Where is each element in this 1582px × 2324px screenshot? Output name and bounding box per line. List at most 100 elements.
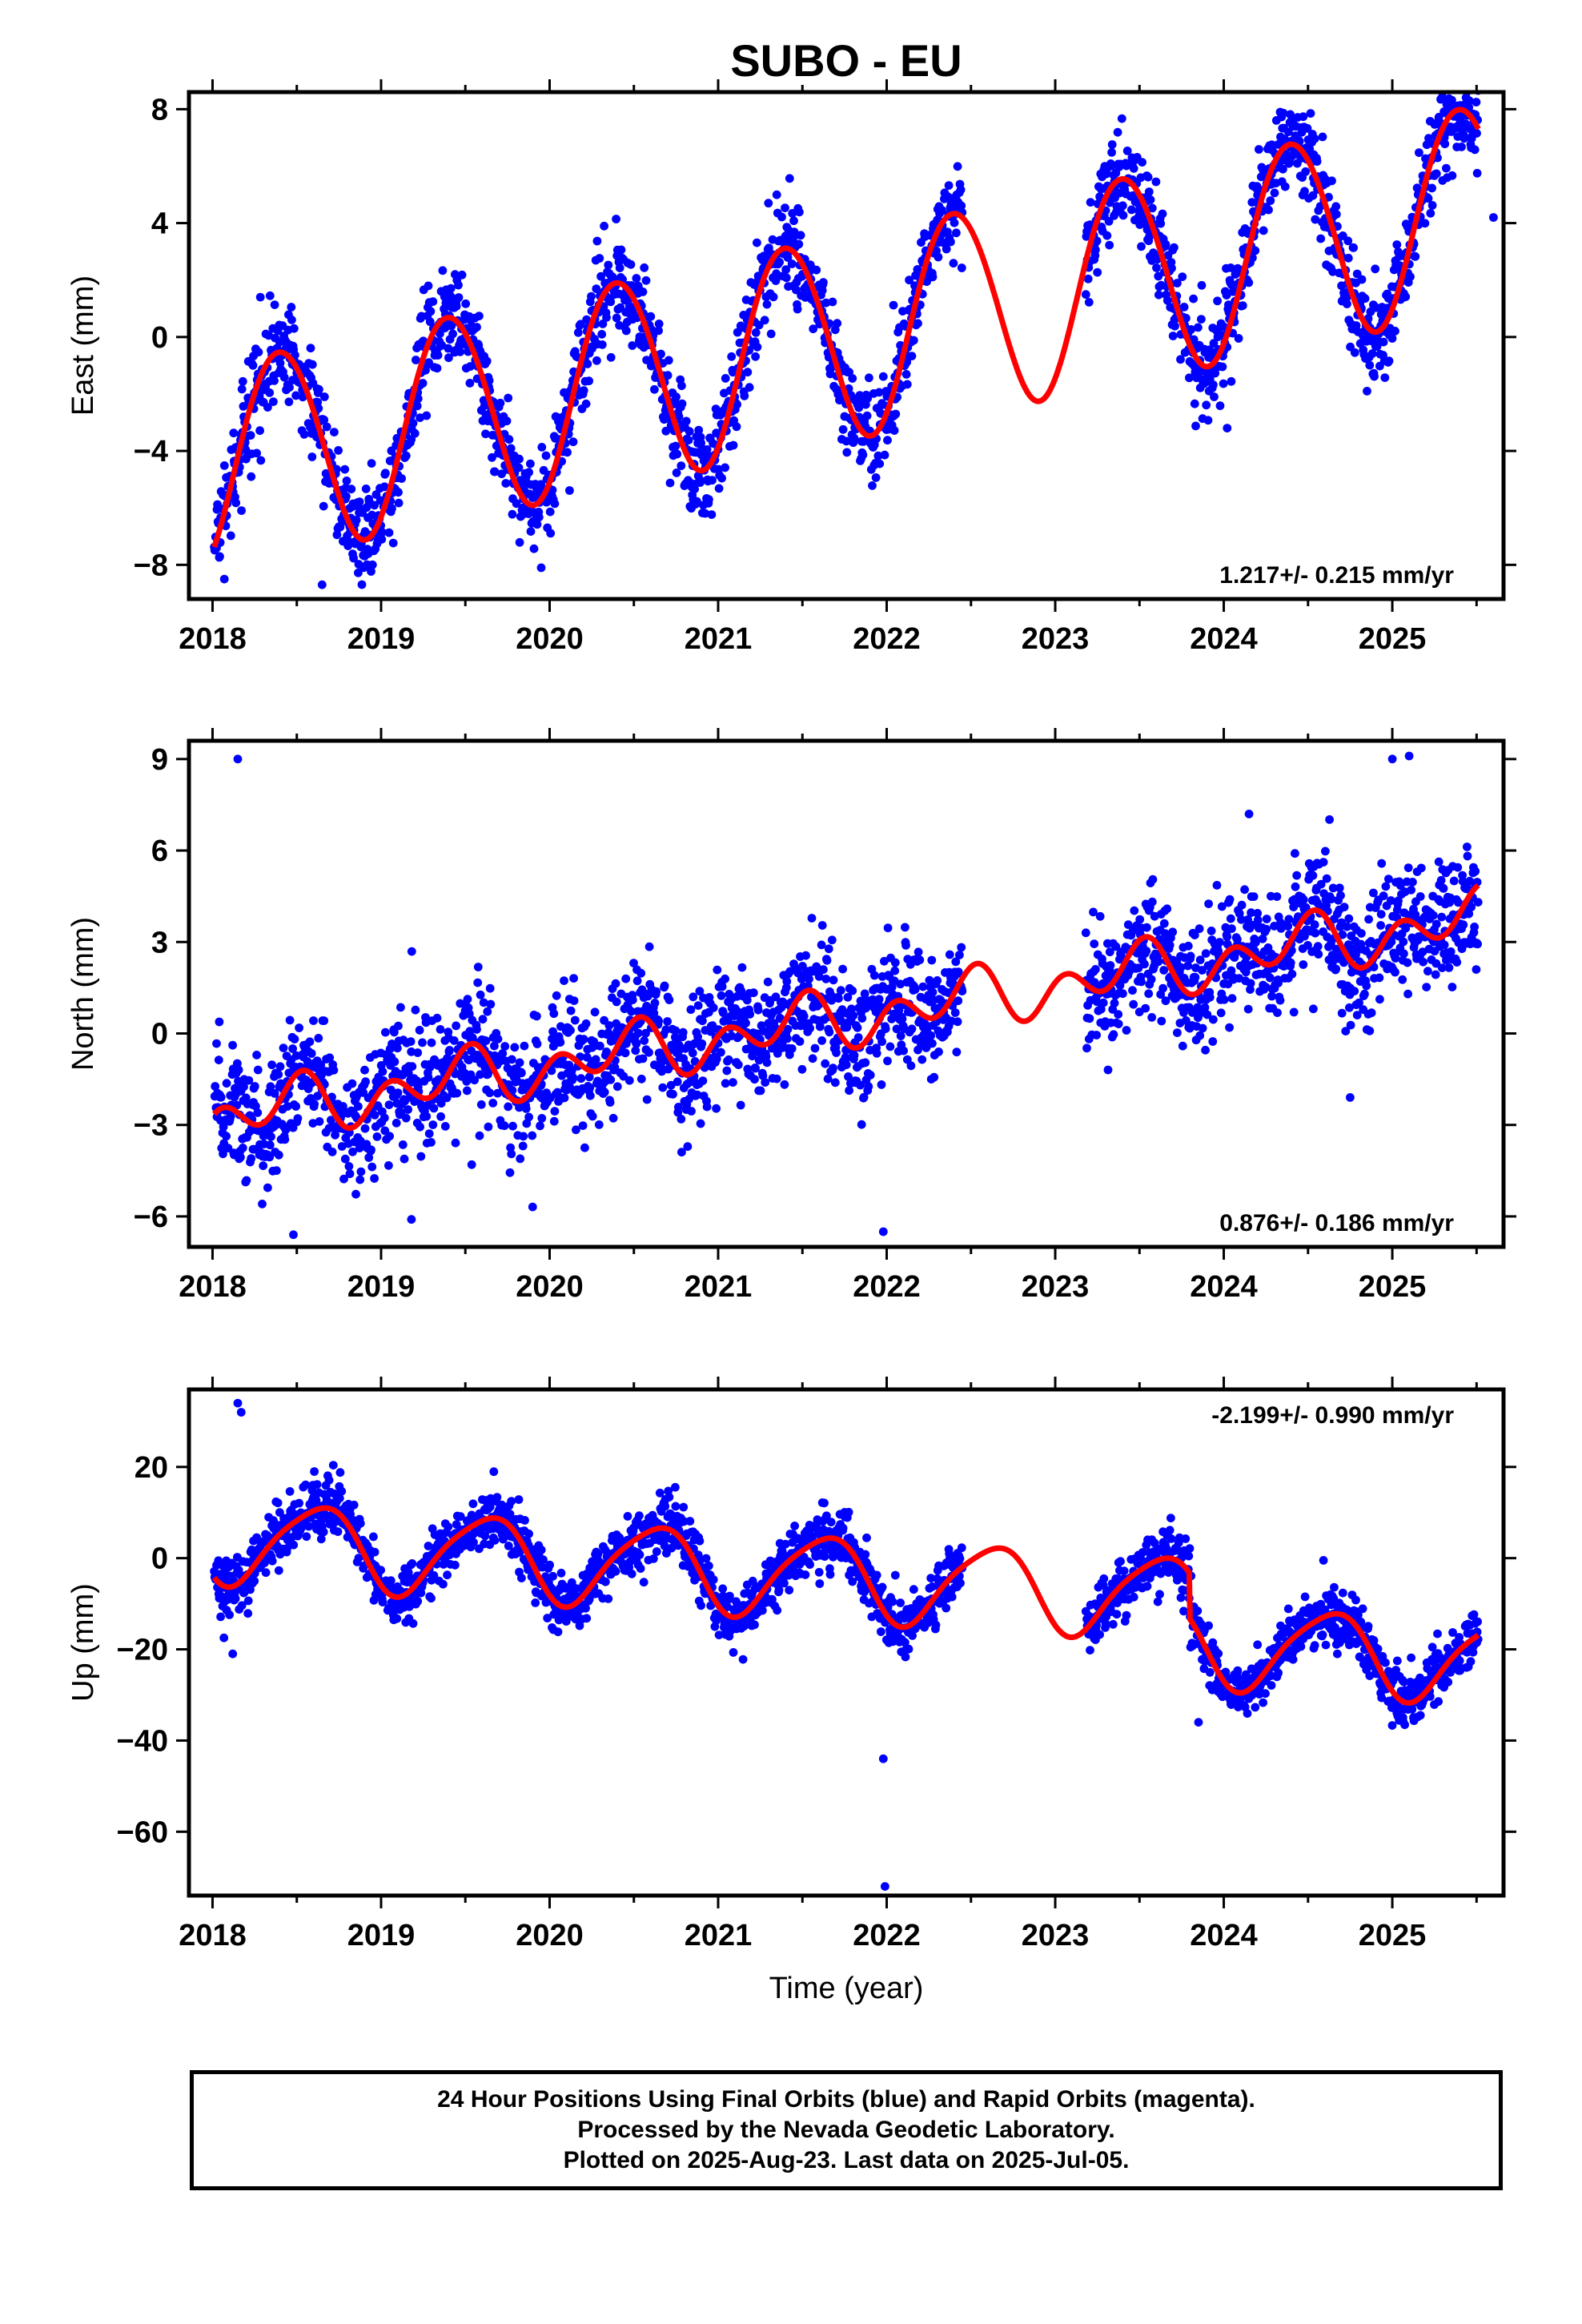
data-point [216, 1092, 226, 1102]
data-point [1408, 878, 1417, 887]
data-point [640, 263, 649, 272]
data-point [1159, 919, 1169, 928]
data-point [930, 1072, 939, 1082]
data-point [1102, 231, 1112, 240]
x-tick-label: 2019 [347, 622, 416, 656]
data-point [612, 215, 620, 223]
data-point [891, 409, 901, 419]
data-point [1286, 110, 1295, 119]
data-point [913, 947, 923, 957]
data-point [436, 1112, 445, 1121]
data-point [254, 348, 263, 357]
data-point [1387, 334, 1397, 343]
data-point [1137, 977, 1146, 987]
data-point [255, 292, 265, 302]
data-point [407, 1215, 416, 1224]
data-point [378, 1067, 387, 1076]
x-tick-label: 2024 [1190, 1270, 1258, 1304]
data-point [764, 199, 773, 208]
data-point [518, 1141, 528, 1151]
data-point [267, 1132, 275, 1141]
data-point [1203, 416, 1213, 425]
data-point [841, 1060, 851, 1069]
data-point [493, 1035, 503, 1043]
data-point [1447, 171, 1457, 180]
data-point [781, 273, 791, 283]
data-point [264, 331, 273, 340]
data-point [1204, 899, 1213, 908]
data-point [238, 376, 247, 386]
data-point [641, 275, 651, 285]
data-point [760, 316, 769, 325]
data-point [588, 1112, 597, 1121]
data-point [721, 974, 729, 983]
data-point [1162, 904, 1172, 914]
data-point [805, 975, 813, 983]
data-point [581, 399, 591, 408]
data-point [299, 430, 309, 439]
data-point [1238, 301, 1247, 310]
data-point [349, 1500, 359, 1510]
data-point [1084, 298, 1094, 307]
x-tick-label: 2025 [1359, 622, 1427, 656]
data-point [869, 971, 879, 980]
data-point [1198, 1023, 1207, 1033]
data-point [515, 454, 524, 464]
data-point [1415, 148, 1423, 158]
data-point [1357, 275, 1367, 284]
data-point [274, 1070, 283, 1080]
data-point [849, 1011, 858, 1020]
x-tick-label: 2023 [1022, 1270, 1090, 1304]
data-point [1424, 134, 1433, 143]
data-point [1107, 140, 1117, 149]
data-point [247, 472, 256, 481]
data-point [1146, 195, 1155, 204]
data-point [279, 372, 289, 382]
data-point [445, 1046, 454, 1055]
data-point [1109, 1030, 1118, 1039]
data-point [934, 1047, 943, 1056]
data-point [632, 1039, 641, 1048]
data-point [416, 1122, 424, 1132]
data-point [858, 450, 868, 460]
data-point [1427, 201, 1437, 210]
data-point [416, 1152, 426, 1161]
data-point [821, 298, 831, 308]
data-point [436, 1099, 446, 1108]
data-point [236, 1152, 245, 1162]
data-point [740, 392, 749, 400]
data-point [953, 162, 962, 171]
data-point [628, 995, 637, 1004]
data-point [868, 481, 877, 490]
data-point [756, 1086, 765, 1096]
data-point [312, 1480, 322, 1489]
data-point [476, 990, 485, 999]
data-point [1289, 1007, 1299, 1017]
data-point [944, 181, 954, 191]
data-point [484, 1122, 493, 1132]
data-point [788, 209, 797, 218]
data-point [1447, 95, 1456, 105]
data-point [673, 1077, 682, 1087]
data-point [1415, 892, 1425, 901]
data-point [642, 356, 651, 364]
data-point [273, 1498, 283, 1508]
data-point [899, 1046, 908, 1055]
x-tick-label: 2023 [1022, 622, 1090, 656]
data-point [1439, 884, 1448, 893]
rate-annotation: 0.876+/- 0.186 mm/yr [1219, 1210, 1454, 1236]
x-tick-label: 2025 [1359, 1270, 1427, 1304]
data-point [1227, 994, 1237, 1003]
data-point [1106, 161, 1116, 171]
data-point [404, 1068, 413, 1078]
data-point [1225, 1023, 1234, 1032]
data-point [1422, 140, 1431, 150]
data-point [1444, 963, 1454, 972]
data-point [247, 1154, 256, 1163]
data-point [782, 977, 792, 986]
data-point [226, 531, 235, 541]
data-point [830, 1078, 840, 1088]
data-point [520, 1041, 529, 1051]
data-point [370, 1174, 379, 1183]
data-point [669, 1089, 677, 1099]
